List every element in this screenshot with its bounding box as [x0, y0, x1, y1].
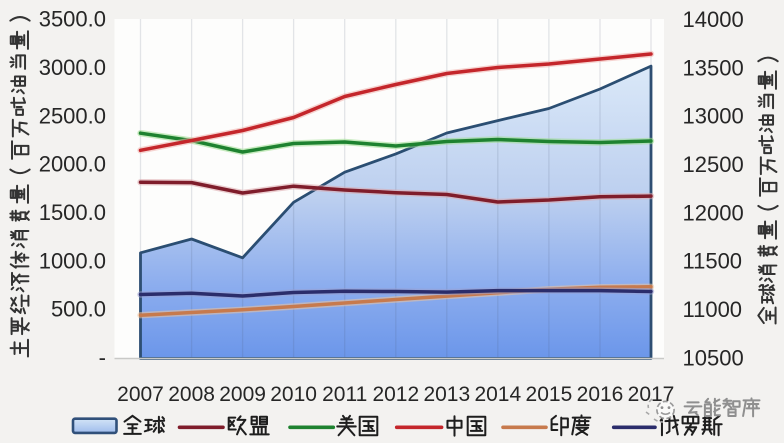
svg-text:2012: 2012	[372, 383, 419, 406]
svg-text:2013: 2013	[423, 383, 470, 406]
svg-text:2010: 2010	[270, 383, 317, 406]
svg-text:2016: 2016	[577, 383, 624, 406]
svg-text:11000: 11000	[683, 297, 743, 322]
svg-text:2014: 2014	[474, 383, 521, 406]
svg-text:2009: 2009	[219, 383, 266, 406]
svg-text:2017: 2017	[628, 383, 675, 406]
svg-text:3500.0: 3500.0	[39, 7, 106, 32]
svg-text:13000: 13000	[683, 104, 744, 129]
svg-text:13500: 13500	[683, 55, 744, 80]
svg-text:500.0: 500.0	[51, 297, 106, 322]
svg-text:3000.0: 3000.0	[39, 55, 106, 80]
svg-text:1500.0: 1500.0	[39, 200, 106, 225]
svg-text:12000: 12000	[683, 200, 744, 225]
svg-text:2008: 2008	[168, 383, 215, 406]
svg-text:2000.0: 2000.0	[39, 152, 106, 177]
svg-text:10500: 10500	[683, 345, 744, 370]
svg-text:1000.0: 1000.0	[39, 248, 106, 273]
svg-text:2500.0: 2500.0	[39, 103, 106, 128]
svg-text:2015: 2015	[526, 383, 573, 406]
svg-text:2007: 2007	[117, 383, 164, 406]
svg-text:2011: 2011	[322, 383, 367, 406]
svg-text:11500: 11500	[683, 249, 743, 274]
svg-text:14000: 14000	[683, 7, 744, 32]
svg-text:12500: 12500	[683, 152, 744, 177]
svg-text:-: -	[99, 345, 106, 370]
